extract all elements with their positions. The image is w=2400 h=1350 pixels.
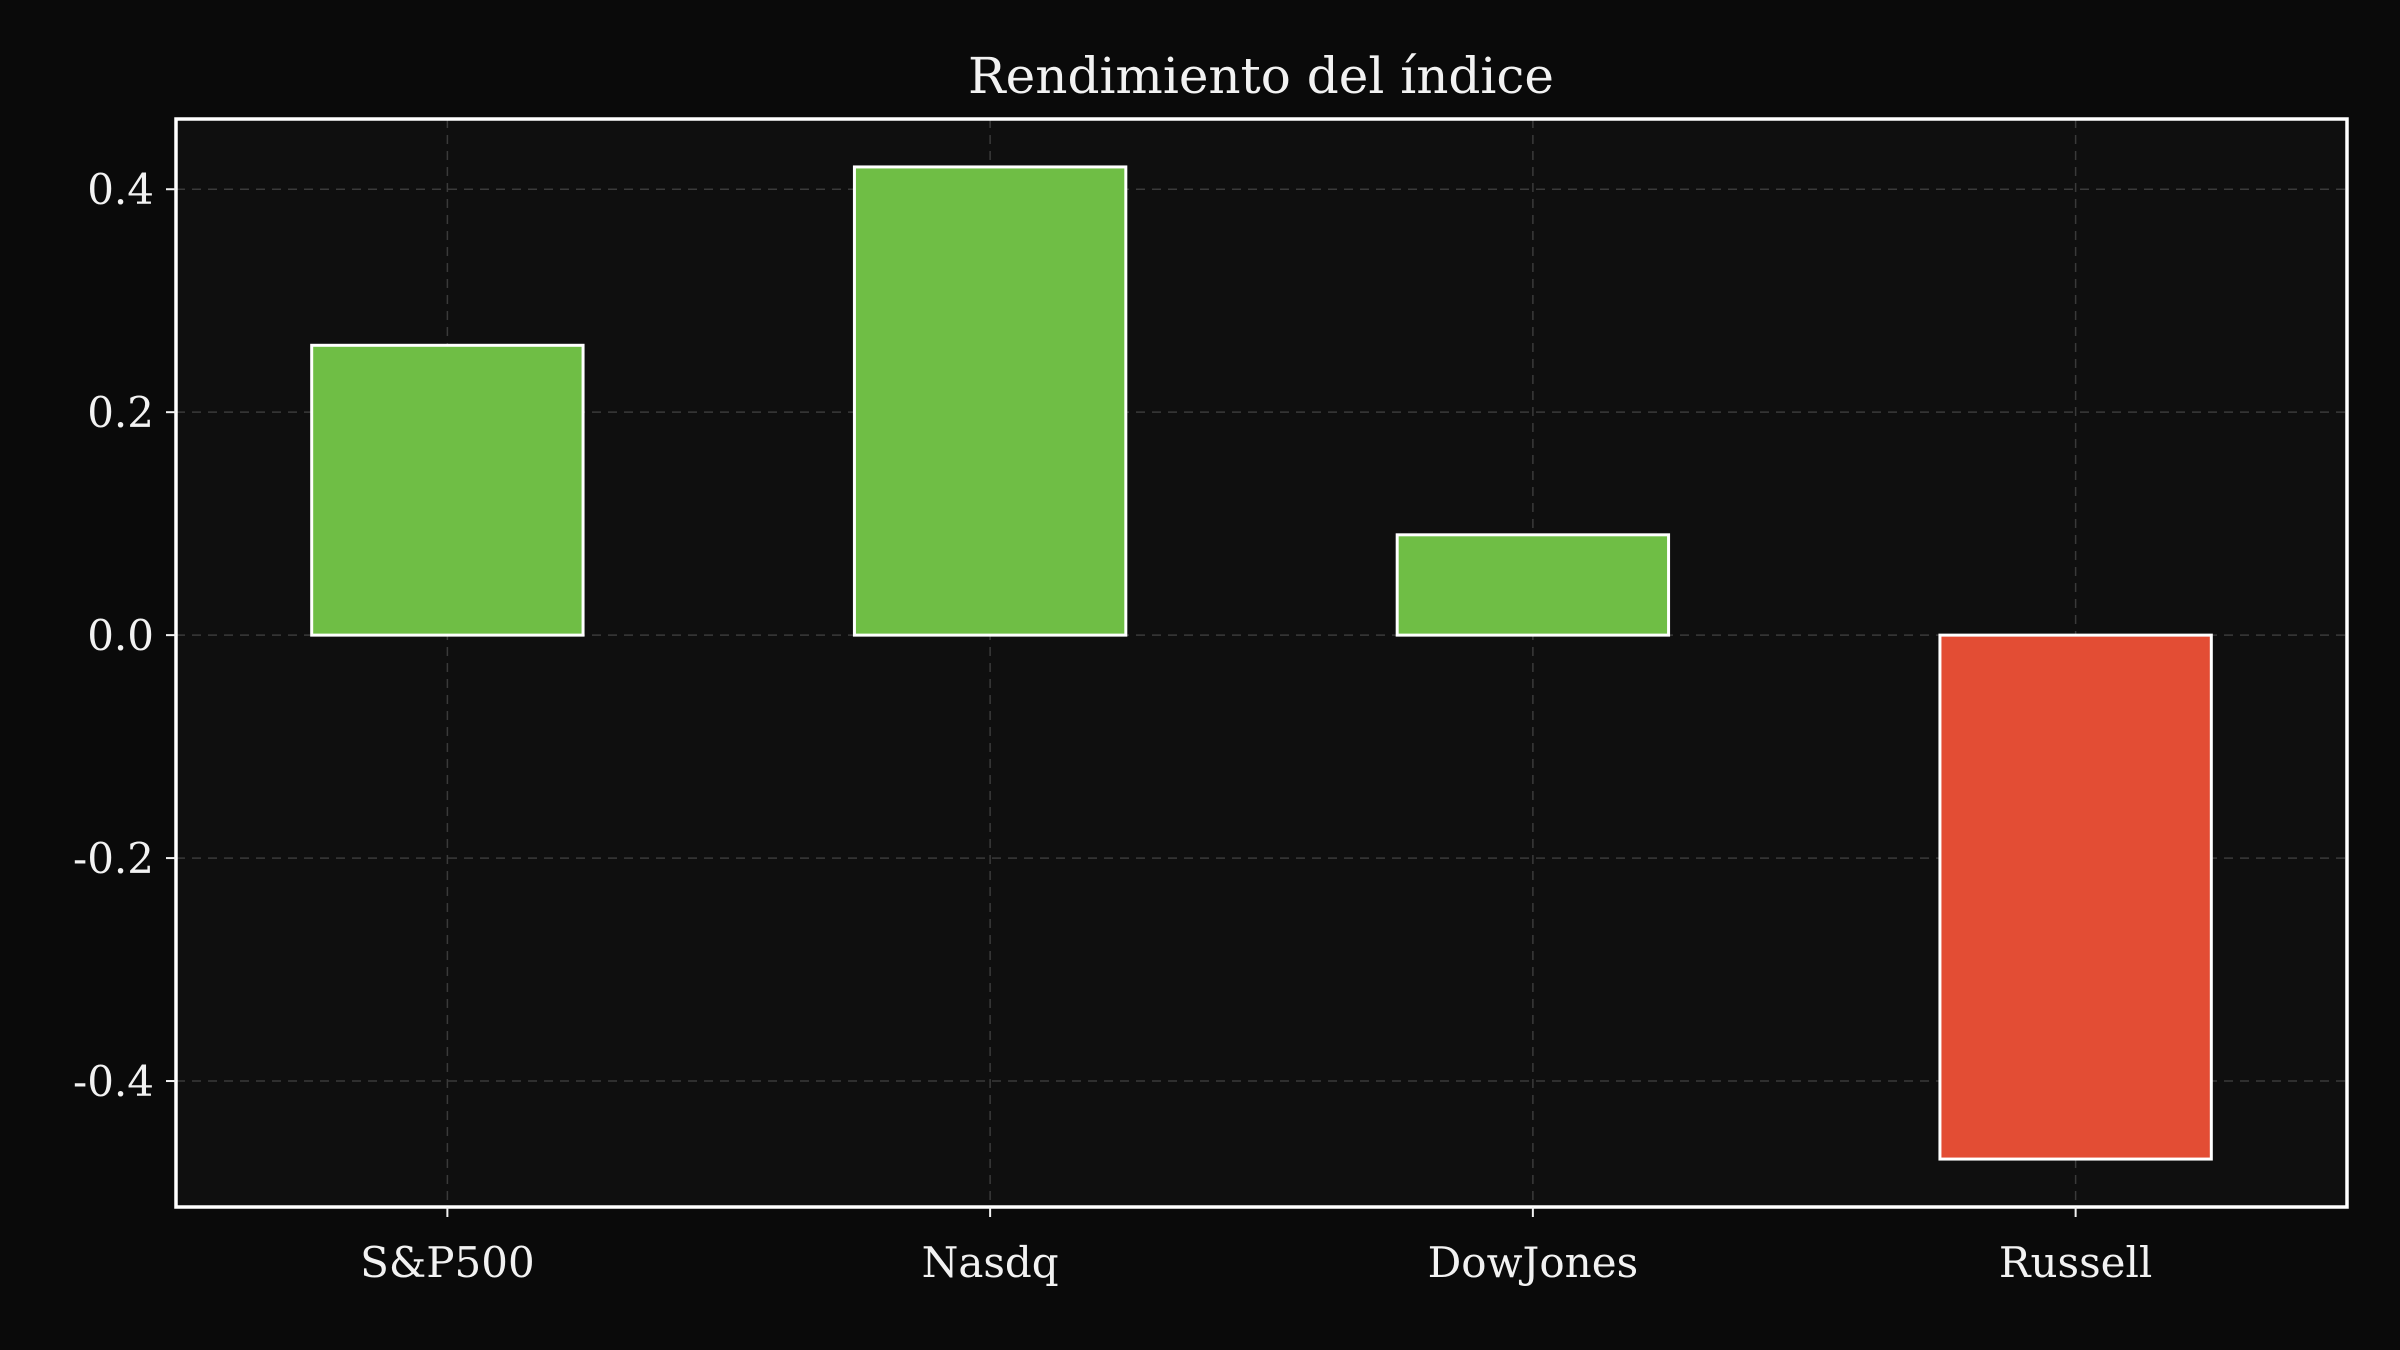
y-tick-label: 0.2	[87, 388, 154, 437]
y-tick-label: 0.0	[87, 611, 154, 660]
bar-russell	[1938, 633, 2213, 1161]
bar-dowjones	[1395, 533, 1671, 637]
axes-ticks: 0.4 0.2 0.0 -0.2 -0.4 S&P500 Nasdq DowJones Russ…	[73, 165, 2152, 1287]
x-tick-label: Russell	[1999, 1238, 2153, 1287]
bar-nasdq	[852, 165, 1128, 637]
x-tick-label: DowJones	[1428, 1238, 1639, 1287]
x-tick-label: S&P500	[360, 1238, 535, 1287]
x-tick-label: Nasdq	[922, 1238, 1059, 1287]
chart-title: Rendimiento del índice	[968, 47, 1554, 105]
plot-frame	[174, 117, 2349, 1209]
bars	[310, 165, 2213, 1161]
bar-s-p500	[310, 343, 585, 637]
y-tick-label: -0.2	[73, 834, 154, 883]
y-tick-label: 0.4	[87, 165, 154, 214]
y-tick-label: -0.4	[73, 1057, 154, 1106]
